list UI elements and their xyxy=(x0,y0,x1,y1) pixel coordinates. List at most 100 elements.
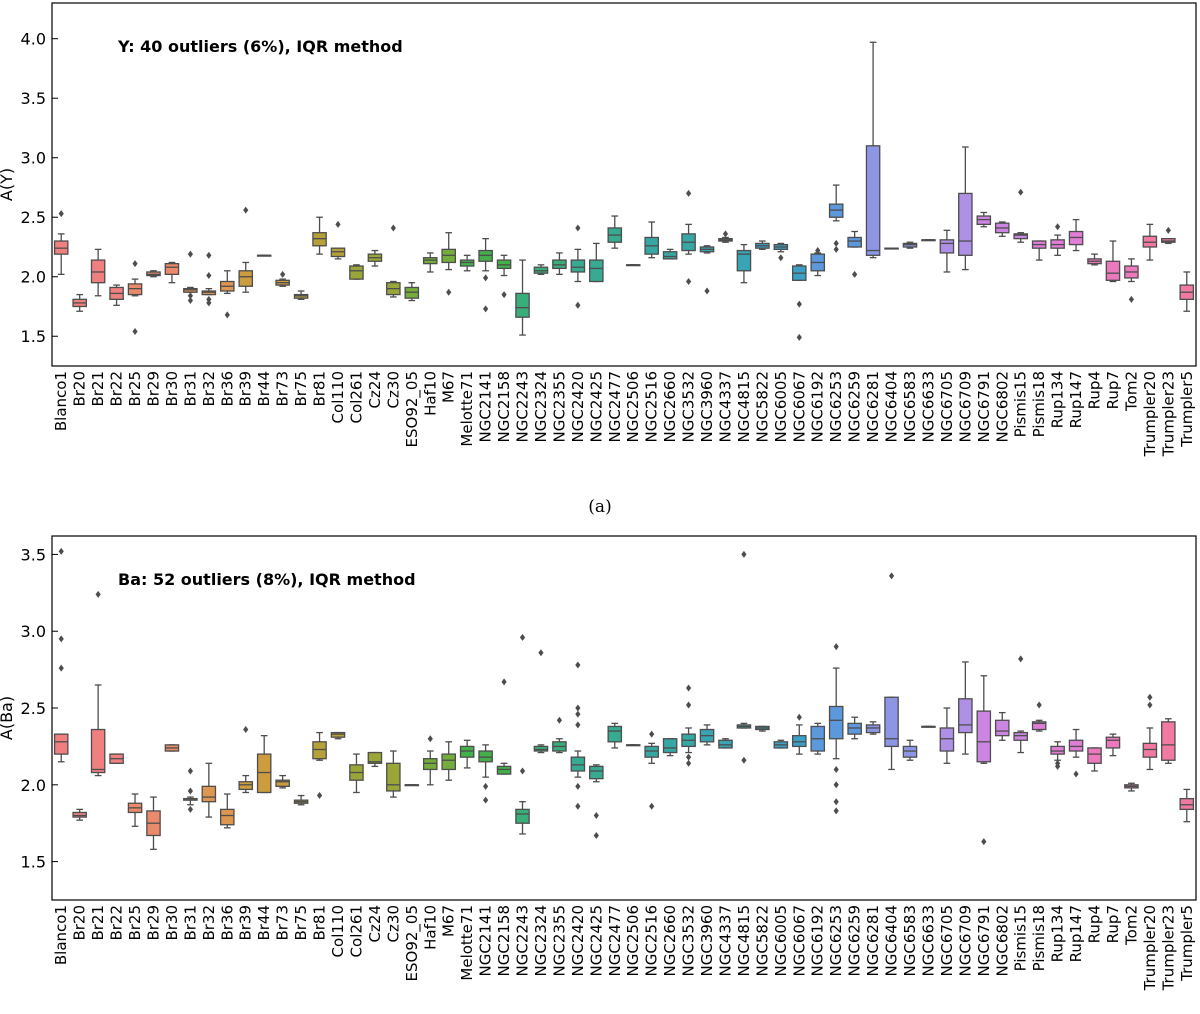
outlier-point xyxy=(1018,188,1024,196)
box-Col110: Col110 xyxy=(329,731,347,957)
panel-title: Y: 40 outliers (6%), IQR method xyxy=(117,37,403,56)
outlier-point xyxy=(58,210,64,218)
outlier-point xyxy=(722,230,729,238)
iqr-box xyxy=(275,779,290,787)
iqr-box xyxy=(478,750,493,763)
panel-a-caption: (a) xyxy=(588,497,612,517)
x-tick-label: NGC2477 xyxy=(606,371,624,443)
box-NGC2477: NGC2477 xyxy=(606,722,624,977)
iqr-box xyxy=(515,808,530,824)
box-Br30: Br30 xyxy=(163,261,181,407)
box-NGC4815: NGC4815 xyxy=(735,243,753,443)
panel-ba: 1.5 2.0 2.5 3.0 3.5 A(Ba) Ba: 52 outliers (8%)… xyxy=(0,535,1197,991)
outlier-point xyxy=(685,189,692,197)
box-NGC2516: NGC2516 xyxy=(643,221,661,443)
iqr-box xyxy=(1050,745,1065,755)
x-tick-label: Rup7 xyxy=(1104,905,1122,943)
box-NGC4815: NGC4815 xyxy=(735,550,753,977)
box-Br81: Br81 xyxy=(311,216,329,407)
box-Cz24: Cz24 xyxy=(366,249,384,408)
axes-frame xyxy=(51,2,1197,367)
x-tick-label: NGC6791 xyxy=(975,905,993,977)
x-tick-label: NGC2516 xyxy=(643,905,661,977)
x-tick-label: NGC6705 xyxy=(938,905,956,977)
y-tick-label: 3.0 xyxy=(21,149,46,168)
box-NGC6633: NGC6633 xyxy=(919,725,937,977)
outlier-point xyxy=(556,716,563,724)
iqr-box xyxy=(1105,736,1121,749)
panel-title: Ba: 52 outliers (8%), IQR method xyxy=(118,570,416,589)
iqr-box xyxy=(238,781,254,791)
box-NGC2243: NGC2243 xyxy=(514,633,532,977)
box-NGC6005: NGC6005 xyxy=(772,739,790,977)
box-Br20: Br20 xyxy=(71,293,89,407)
iqr-box xyxy=(422,758,438,771)
outlier-point xyxy=(206,251,212,259)
outlier-point xyxy=(1147,693,1153,701)
iqr-box xyxy=(90,728,106,774)
outlier-point xyxy=(685,684,692,692)
x-tick-label: Haf10 xyxy=(421,905,439,950)
box-NGC4337: NGC4337 xyxy=(716,230,734,443)
y-tick-label: 1.5 xyxy=(21,853,46,872)
x-tick-label: Br30 xyxy=(163,905,181,941)
y-tick-label: 2.0 xyxy=(21,268,46,287)
y-axis-label: A(Y) xyxy=(0,168,16,201)
x-tick-label: Blanco1 xyxy=(52,905,70,965)
x-tick-label: Br39 xyxy=(237,371,255,407)
x-tick-label: NGC2324 xyxy=(532,371,550,443)
x-tick-label: NGC2425 xyxy=(587,371,605,443)
iqr-box xyxy=(386,762,401,792)
outlier-point xyxy=(483,305,489,313)
outlier-point xyxy=(796,300,802,308)
iqr-box xyxy=(865,145,881,256)
x-tick-label: NGC6709 xyxy=(956,905,974,977)
outlier-point xyxy=(446,288,452,296)
box-NGC6404: NGC6404 xyxy=(883,247,901,443)
iqr-box xyxy=(330,731,346,738)
box-Br39: Br39 xyxy=(237,726,255,941)
box-NGC6005: NGC6005 xyxy=(772,242,790,443)
box-Tom2: Tom2 xyxy=(1122,782,1140,946)
outlier-point xyxy=(501,291,507,299)
box-NGC2420: NGC2420 xyxy=(569,224,587,443)
x-tick-label: NGC6192 xyxy=(809,905,827,977)
x-tick-label: Pismis18 xyxy=(1030,905,1048,971)
x-tick-label: Trumpler20 xyxy=(1141,905,1159,991)
iqr-box xyxy=(219,808,235,826)
box-Br20: Br20 xyxy=(71,808,89,941)
x-tick-label: NGC6404 xyxy=(883,371,901,443)
iqr-box xyxy=(958,698,973,734)
iqr-box xyxy=(662,251,678,260)
box-NGC2425: NGC2425 xyxy=(587,764,605,977)
outlier-point xyxy=(243,726,249,734)
box-Rup147: Rup147 xyxy=(1067,218,1085,428)
iqr-box xyxy=(1105,260,1121,281)
box-NGC2506: NGC2506 xyxy=(624,744,642,977)
outlier-point xyxy=(58,635,64,643)
x-tick-label: Trumpler23 xyxy=(1159,905,1177,991)
box-Br44: Br44 xyxy=(255,254,273,407)
x-tick-label: NGC6583 xyxy=(901,905,919,977)
iqr-box xyxy=(533,745,549,752)
x-tick-label: NGC2355 xyxy=(550,371,568,443)
box-Haf10: Haf10 xyxy=(421,252,439,416)
iqr-box xyxy=(847,722,862,735)
outlier-point xyxy=(58,547,64,555)
iqr-box xyxy=(1161,721,1176,761)
outlier-point xyxy=(187,292,193,300)
box-Br36: Br36 xyxy=(218,270,236,407)
x-tick-label: ESO92_05 xyxy=(403,371,422,447)
iqr-box xyxy=(958,192,973,256)
outlier-point xyxy=(685,753,692,761)
box-Blanco1: Blanco1 xyxy=(52,210,70,431)
box-NGC6192: NGC6192 xyxy=(809,247,827,443)
box-NGC2660: NGC2660 xyxy=(661,248,679,443)
box-Br25: Br25 xyxy=(126,793,144,941)
outlier-point xyxy=(483,274,489,282)
iqr-box xyxy=(238,270,254,287)
x-tick-label: NGC2506 xyxy=(624,371,642,443)
outlier-point xyxy=(593,812,599,820)
x-tick-label: NGC4815 xyxy=(735,905,753,977)
x-tick-label: Rup147 xyxy=(1067,371,1085,428)
